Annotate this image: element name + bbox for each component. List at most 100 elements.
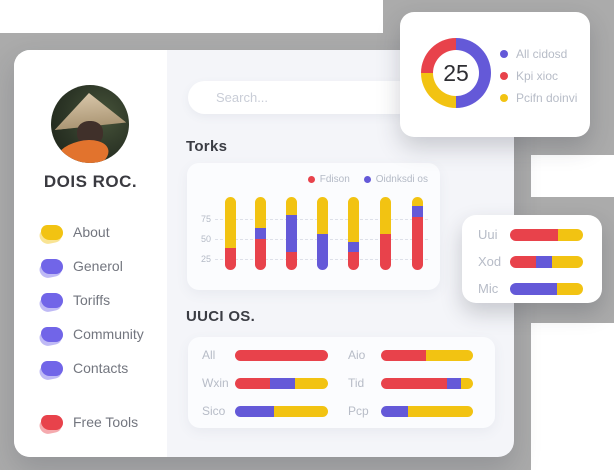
torks-legend: Fdison Oidnksdi os	[307, 174, 428, 185]
mini-bars-card: Uui Xod Mic	[462, 215, 602, 303]
sidebar-item-label: Contacts	[73, 360, 129, 376]
sidebar-menu: About Generol Toriffs Community Contacts	[41, 215, 144, 385]
uuci-left-column: All Wxin Sico	[202, 341, 328, 425]
legend-dot-icon	[307, 176, 315, 183]
uuci-bar	[235, 349, 328, 361]
legend-label: Kpi xioc	[516, 69, 559, 83]
bar-segment	[348, 197, 359, 243]
bar-segment	[317, 234, 328, 270]
mini-bar	[510, 228, 583, 241]
white-notch-lower	[531, 323, 614, 470]
bar-segment	[412, 216, 423, 270]
bar-segment	[225, 248, 236, 270]
search-bar	[188, 81, 443, 114]
torks-heading: Torks	[186, 138, 228, 155]
stacked-bar	[317, 197, 328, 270]
menu-blob-icon	[41, 292, 63, 308]
sidebar-item-free-tools[interactable]: Free Tools	[41, 405, 138, 439]
uuci-bar	[381, 377, 473, 389]
uuci-chart-card: All Wxin Sico Aio Tid Pcp	[188, 337, 495, 428]
uuci-row: Pcp	[348, 397, 473, 425]
legend-label: Pcifn doinvi	[516, 91, 578, 105]
mini-row: Mic	[478, 275, 583, 302]
sidebar-item-label: Generol	[73, 258, 123, 274]
sidebar-item-label: Community	[73, 326, 144, 342]
uuci-row: Sico	[202, 397, 328, 425]
menu-blob-icon	[41, 360, 63, 376]
sidebar: DOIS ROC. About Generol Toriffs Community Co…	[14, 50, 167, 457]
sidebar-item-community[interactable]: Community	[41, 317, 144, 351]
sidebar-item-generol[interactable]: Generol	[41, 249, 144, 283]
bar-segment	[270, 377, 296, 389]
menu-blob-icon	[41, 224, 63, 240]
bar-segment	[510, 282, 558, 295]
stacked-bar	[286, 197, 297, 270]
mini-row-label: Uui	[478, 227, 498, 242]
bar-segment	[225, 197, 236, 249]
uuci-bar	[235, 405, 328, 417]
legend-item: Fdison	[307, 174, 350, 185]
bar-segment	[510, 228, 559, 241]
uuci-bar	[381, 349, 473, 361]
bar-segment	[381, 349, 427, 361]
mini-rows: Uui Xod Mic	[478, 221, 583, 302]
legend-item: Pcifn doinvi	[500, 87, 577, 109]
mini-bar	[510, 282, 583, 295]
bar-segment	[348, 252, 359, 270]
legend-label: Oidnksdi os	[375, 174, 428, 185]
bar-segment	[348, 242, 359, 253]
y-tick-label: 75	[200, 214, 211, 224]
donut-legend: All cidosd Kpi xioc Pcifn doinvi	[500, 43, 577, 109]
uuci-right-column: Aio Tid Pcp	[348, 341, 473, 425]
mini-bar	[510, 255, 583, 268]
stacked-bar	[255, 197, 266, 270]
bar-segment	[551, 255, 583, 268]
uuci-heading: UUCI OS.	[186, 308, 256, 325]
uuci-bar	[235, 377, 328, 389]
legend-dot-icon	[500, 94, 508, 102]
legend-label: Fdison	[319, 174, 350, 185]
uuci-row-label: Pcp	[348, 404, 369, 418]
sidebar-item-label: Free Tools	[73, 414, 139, 430]
stacked-bar	[225, 197, 236, 270]
legend-item: Oidnksdi os	[363, 174, 428, 185]
sidebar-item-contacts[interactable]: Contacts	[41, 351, 144, 385]
stacked-bar	[380, 197, 391, 270]
bar-segment	[274, 405, 328, 417]
uuci-row-label: Aio	[348, 348, 366, 362]
profile-name: DOIS ROC.	[43, 172, 138, 191]
uuci-row: Wxin	[202, 369, 328, 397]
uuci-row-label: Wxin	[202, 376, 229, 390]
legend-label: All cidosd	[516, 47, 568, 61]
y-tick-label: 25	[200, 254, 211, 264]
bar-segment	[235, 405, 275, 417]
bar-segment	[510, 255, 536, 268]
mini-row-label: Xod	[478, 254, 502, 269]
sidebar-item-toriffs[interactable]: Toriffs	[41, 283, 144, 317]
bar-segment	[381, 377, 448, 389]
uuci-row-label: Tid	[348, 376, 365, 390]
sidebar-item-about[interactable]: About	[41, 215, 144, 249]
sidebar-tools: Free Tools	[41, 405, 138, 439]
legend-item: All cidosd	[500, 43, 577, 65]
bar-segment	[557, 282, 583, 295]
uuci-row-label: Sico	[202, 404, 226, 418]
bar-segment	[407, 405, 473, 417]
bar-segment	[255, 238, 266, 270]
bar-segment	[295, 377, 328, 389]
uuci-row: Tid	[348, 369, 473, 397]
mini-row: Uui	[478, 221, 583, 248]
menu-blob-icon	[41, 414, 63, 430]
bar-segment	[412, 206, 423, 217]
uuci-row: Aio	[348, 341, 473, 369]
bar-segment	[381, 405, 408, 417]
bar-segment	[447, 377, 462, 389]
mini-row: Xod	[478, 248, 583, 275]
white-notch-upper	[531, 155, 614, 197]
bar-segment	[380, 234, 391, 270]
stacked-bar	[412, 197, 423, 270]
uuci-row-label: All	[202, 348, 216, 362]
bar-segment	[255, 227, 266, 239]
dashboard-card: DOIS ROC. About Generol Toriffs Community Co…	[14, 50, 514, 457]
torks-chart-card: Fdison Oidnksdi os 75 50 25	[187, 163, 440, 290]
